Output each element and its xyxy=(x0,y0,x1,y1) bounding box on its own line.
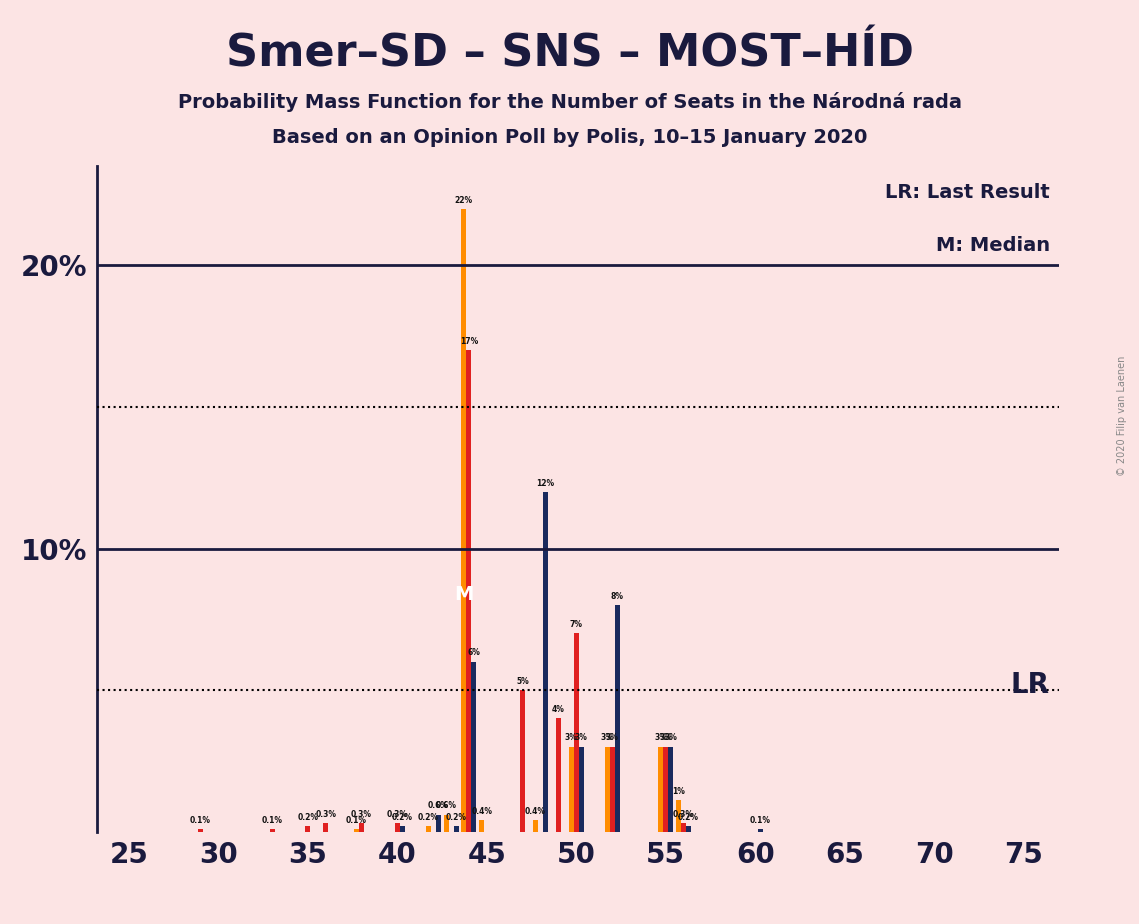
Text: 7%: 7% xyxy=(570,620,583,629)
Bar xyxy=(686,826,691,832)
Bar xyxy=(443,815,449,832)
Text: LR: Last Result: LR: Last Result xyxy=(885,183,1050,202)
Text: Probability Mass Function for the Number of Seats in the Národná rada: Probability Mass Function for the Number… xyxy=(178,92,961,113)
Text: © 2020 Filip van Laenen: © 2020 Filip van Laenen xyxy=(1117,356,1126,476)
Text: 3%: 3% xyxy=(659,734,672,742)
Text: Smer–SD – SNS – MOST–HÍD: Smer–SD – SNS – MOST–HÍD xyxy=(226,32,913,76)
Bar xyxy=(435,815,441,832)
Bar xyxy=(681,823,686,832)
Text: M: M xyxy=(454,586,474,604)
Bar xyxy=(198,829,203,832)
Bar xyxy=(395,823,400,832)
Bar xyxy=(658,747,663,832)
Bar xyxy=(400,826,404,832)
Text: 0.2%: 0.2% xyxy=(297,813,319,821)
Text: 22%: 22% xyxy=(454,196,473,204)
Bar xyxy=(757,829,763,832)
Text: Based on an Opinion Poll by Polis, 10–15 January 2020: Based on an Opinion Poll by Polis, 10–15… xyxy=(272,128,867,147)
Bar xyxy=(426,826,431,832)
Bar xyxy=(669,747,673,832)
Text: 0.3%: 0.3% xyxy=(673,809,694,819)
Bar xyxy=(354,829,359,832)
Bar xyxy=(568,747,574,832)
Bar xyxy=(663,747,669,832)
Bar xyxy=(472,662,476,832)
Text: 5%: 5% xyxy=(516,676,528,686)
Text: 4%: 4% xyxy=(552,705,565,714)
Text: 0.1%: 0.1% xyxy=(346,816,367,824)
Text: 0.3%: 0.3% xyxy=(351,809,372,819)
Text: M: Median: M: Median xyxy=(935,237,1050,255)
Text: 0.1%: 0.1% xyxy=(749,816,771,824)
Bar xyxy=(579,747,584,832)
Text: 3%: 3% xyxy=(654,734,667,742)
Bar xyxy=(270,829,274,832)
Text: 3%: 3% xyxy=(565,734,577,742)
Text: 0.2%: 0.2% xyxy=(418,813,439,821)
Bar xyxy=(480,821,484,832)
Bar xyxy=(323,823,328,832)
Text: 0.2%: 0.2% xyxy=(392,813,412,821)
Text: 17%: 17% xyxy=(460,337,478,346)
Bar xyxy=(556,718,560,832)
Bar xyxy=(461,209,466,832)
Bar xyxy=(574,634,579,832)
Text: 3%: 3% xyxy=(664,734,678,742)
Bar xyxy=(609,747,615,832)
Text: 6%: 6% xyxy=(467,649,481,658)
Text: 0.4%: 0.4% xyxy=(472,807,492,816)
Text: 3%: 3% xyxy=(600,734,614,742)
Text: 8%: 8% xyxy=(611,592,623,601)
Text: 0.3%: 0.3% xyxy=(316,809,336,819)
Text: 3%: 3% xyxy=(606,734,618,742)
Text: LR: LR xyxy=(1010,671,1050,699)
Text: 0.2%: 0.2% xyxy=(445,813,467,821)
Text: 0.1%: 0.1% xyxy=(190,816,211,824)
Text: 0.4%: 0.4% xyxy=(525,807,546,816)
Bar xyxy=(359,823,364,832)
Text: 0.3%: 0.3% xyxy=(387,809,408,819)
Text: 12%: 12% xyxy=(536,479,555,488)
Bar xyxy=(543,492,548,832)
Bar xyxy=(305,826,311,832)
Bar xyxy=(453,826,459,832)
Bar xyxy=(605,747,609,832)
Text: 0.2%: 0.2% xyxy=(678,813,699,821)
Bar xyxy=(466,350,472,832)
Text: 3%: 3% xyxy=(575,734,588,742)
Bar xyxy=(521,690,525,832)
Bar xyxy=(615,605,620,832)
Text: 0.6%: 0.6% xyxy=(427,801,449,810)
Text: 0.6%: 0.6% xyxy=(435,801,457,810)
Bar xyxy=(533,821,538,832)
Text: 1%: 1% xyxy=(672,787,685,796)
Bar xyxy=(677,800,681,832)
Text: 0.1%: 0.1% xyxy=(262,816,282,824)
